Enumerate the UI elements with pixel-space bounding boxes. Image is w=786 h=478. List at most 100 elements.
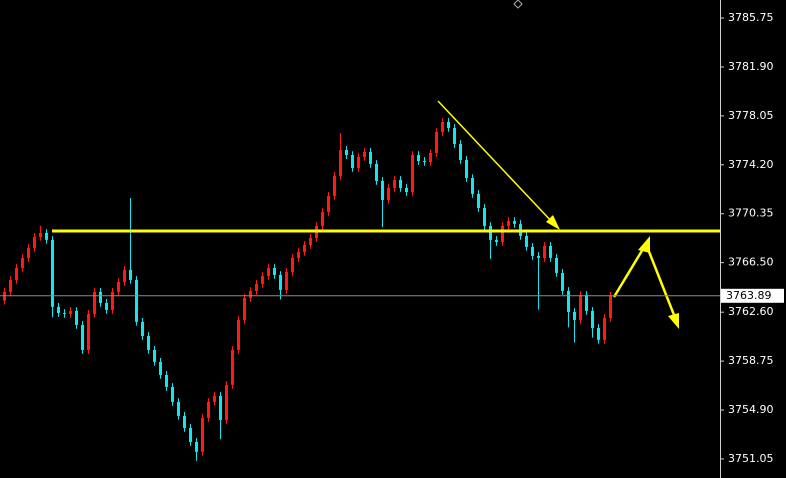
candle-body — [603, 317, 606, 340]
candle-body — [441, 121, 444, 133]
candle-body — [39, 232, 42, 237]
candle-body — [141, 321, 144, 336]
candle-body — [435, 132, 438, 153]
candle-body — [447, 121, 450, 128]
candle-body — [531, 246, 534, 256]
last-price-box — [721, 288, 784, 303]
candle-body — [261, 275, 264, 284]
candle-body — [225, 384, 228, 420]
plot — [3, 118, 612, 461]
candle-body — [207, 401, 210, 418]
candle-body — [309, 237, 312, 245]
candle-body — [195, 441, 198, 452]
arrow-head — [638, 236, 650, 253]
candle-body — [267, 267, 270, 276]
candle-body — [171, 386, 174, 402]
candle-body — [459, 143, 462, 160]
arrow-head — [546, 215, 560, 230]
candle-body — [99, 291, 102, 303]
candle-body — [321, 211, 324, 226]
candle-body — [417, 155, 420, 161]
candle-body — [219, 395, 222, 420]
y-tick-label: 3754.90 — [728, 403, 774, 416]
candle-body — [297, 251, 300, 258]
candle-body — [303, 244, 306, 252]
candle-body — [423, 160, 426, 163]
candle-body — [237, 319, 240, 350]
candle-body — [117, 281, 120, 292]
candle-body — [567, 290, 570, 312]
candle-body — [123, 269, 126, 282]
candle-body — [15, 267, 18, 280]
candle-body — [213, 395, 216, 402]
candle-body — [279, 274, 282, 290]
y-tick-label: 3781.90 — [728, 60, 774, 73]
candle-body — [3, 291, 6, 301]
candle-body — [363, 151, 366, 157]
candle-body — [339, 149, 342, 176]
candle-body — [375, 163, 378, 181]
candle-body — [105, 302, 108, 310]
candle-body — [579, 294, 582, 320]
candle-body — [201, 417, 204, 452]
y-tick-label: 3758.75 — [728, 354, 774, 367]
candle-body — [465, 159, 468, 179]
candle-body — [597, 327, 600, 340]
candle-body — [525, 235, 528, 247]
candle-body — [351, 155, 354, 168]
candle-body — [273, 267, 276, 275]
candle-body — [45, 232, 48, 240]
candle-body — [477, 193, 480, 208]
trend-line — [437, 100, 555, 225]
candle-body — [549, 245, 552, 258]
y-tick-label: 3774.20 — [728, 158, 774, 171]
marker — [513, 0, 523, 9]
candle-body — [63, 312, 66, 314]
candle-body — [51, 239, 54, 307]
y-tick-label: 3770.35 — [728, 207, 774, 220]
candle-body — [369, 151, 372, 164]
candle-body — [357, 156, 360, 168]
candle-body — [153, 349, 156, 362]
y-tick-label: 3751.05 — [728, 452, 774, 465]
y-tick-label: 3762.60 — [728, 305, 774, 318]
candle-body — [33, 236, 36, 248]
candle-body — [333, 175, 336, 196]
candle-body — [411, 155, 414, 192]
candle-body — [537, 255, 540, 258]
candle-body — [81, 324, 84, 350]
candle-body — [111, 291, 114, 310]
candle-body — [93, 291, 96, 314]
candle-body — [501, 225, 504, 242]
candle-body — [249, 290, 252, 298]
candle-body — [495, 239, 498, 242]
candle-body — [129, 269, 132, 280]
candle-body — [561, 272, 564, 291]
y-tick-label: 3785.75 — [728, 11, 774, 24]
candle-body — [591, 310, 594, 328]
candle-body — [405, 187, 408, 192]
candle-body — [183, 415, 186, 428]
candle-body — [291, 257, 294, 272]
candle-body — [513, 220, 516, 224]
candle-body — [231, 349, 234, 385]
candle-body — [87, 313, 90, 350]
candle-body — [255, 283, 258, 291]
candle-body — [399, 179, 402, 188]
candle-body — [555, 257, 558, 273]
y-tick-label: 3778.05 — [728, 109, 774, 122]
candle-body — [585, 294, 588, 311]
candle-body — [165, 374, 168, 387]
candle-body — [75, 310, 78, 325]
arrow-head — [668, 313, 679, 329]
candle-body — [381, 180, 384, 200]
candle-body — [147, 335, 150, 350]
candle-body — [453, 127, 456, 144]
candle-body — [27, 247, 30, 258]
candle-body — [69, 310, 72, 314]
candle-body — [57, 306, 60, 313]
candle-body — [609, 295, 612, 318]
candle-body — [471, 178, 474, 194]
